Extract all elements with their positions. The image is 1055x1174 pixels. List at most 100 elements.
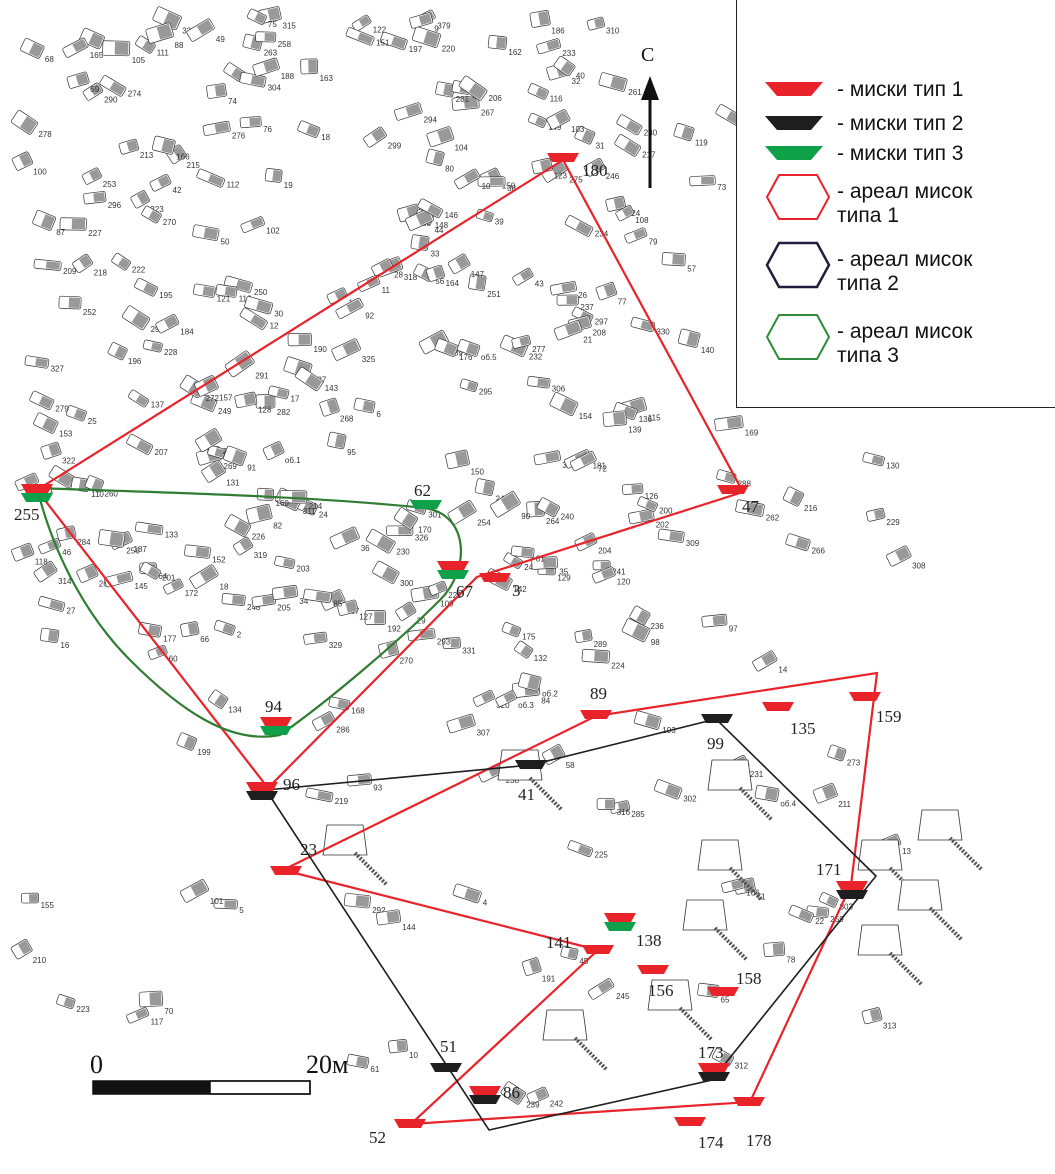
grave-outline [141,205,162,224]
grave-outline [583,158,606,177]
grave-outline [234,391,258,409]
grave-number: 225 [595,851,609,860]
kurgan-outline [917,809,963,841]
grave-number: 209 [63,267,77,276]
grave-number: 207 [155,448,169,457]
grave-outline [527,112,547,128]
grave-outline [11,542,35,562]
grave-outline [459,378,478,393]
grave-number: 78 [786,956,795,965]
grave-number: 38 [507,184,516,193]
legend-item-areal3: - ареал мисок типа 3 [763,312,972,368]
grave-number: 322 [62,457,76,466]
grave-number: 24 [319,511,328,520]
grave-number: 74 [228,97,237,106]
grave-number: 85 [333,599,342,608]
grave-number: 76 [263,125,272,134]
grave-number: об.2 [542,689,558,698]
grave-number: 132 [534,654,548,663]
find-number-label: 67 [456,582,474,601]
bowl-marker [547,153,579,162]
grave-number: об.1 [285,456,301,465]
find-number-label: 89 [590,684,607,703]
grave-outline [192,283,216,298]
grave-outline [135,521,164,536]
bowl-marker [515,760,547,769]
bowl-marker [637,965,669,974]
grave-number: 151 [376,39,390,48]
grave-number: 224 [611,661,625,670]
grave-number: 92 [365,311,374,320]
grave-number: 218 [94,269,108,278]
grave-outline [303,588,332,604]
grave-outline [366,528,396,554]
find-number-label: 86 [503,1083,520,1102]
bowl-marker [246,791,278,800]
grave-number: 148 [435,221,449,230]
grave-number: 253 [103,180,117,189]
find-number-label: 41 [518,785,535,804]
grave-outline [711,1047,734,1067]
bowl-marker [260,726,292,735]
grave-outline [560,945,579,961]
grave-outline [564,215,594,237]
grave-number: 103 [571,125,585,134]
legend-item-areal1: - ареал мисок типа 1 [763,172,972,228]
grave-number: 11 [382,286,391,295]
grave-number: 254 [477,519,491,528]
grave-number: 80 [445,164,454,173]
grave-number: 306 [552,385,566,394]
grave-number: 177 [163,634,177,643]
grave-number: 166 [176,153,190,162]
grave-number: 189 [450,349,464,358]
grave-outline [411,26,442,48]
grave-outline [500,1081,526,1105]
grave-outline [574,629,593,643]
grave-number: 290 [104,95,118,104]
grave-number: 66 [200,635,209,644]
find-number-label: 47 [742,497,760,516]
grave-number: 258 [278,40,292,49]
grave-number: 97 [729,625,738,634]
grave-outline [581,648,610,664]
grave-number: 275 [569,176,583,185]
grave-outline [295,366,324,392]
grave-outline [735,499,765,517]
scale-end-label: 20м [306,1050,349,1079]
grave-number: 200 [659,506,673,515]
grave-number: 279 [55,404,69,413]
grave-outline [407,628,436,642]
grave-number: 221 [448,591,462,600]
grave-outline [59,217,87,231]
grave-outline [311,711,336,731]
grave-number: 137 [151,401,165,410]
find-number-label: 3 [512,581,521,600]
grave-outline [102,40,131,57]
grave-number: 40 [576,72,585,81]
grave-number: 26 [578,291,587,300]
find-number-label: 52 [369,1128,386,1147]
grave-number: 172 [185,589,199,598]
grave-outline [393,507,418,530]
north-label: С [641,44,655,66]
grave-outline [574,125,596,145]
grave-outline [549,392,579,416]
grave-number: 68 [45,55,54,64]
grave-number: 251 [487,290,501,299]
grave-outline [861,1007,883,1025]
grave-number: 331 [462,647,476,656]
grave-outline [596,798,616,810]
grave-outline [818,892,839,908]
legend-item-type2: - миски тип 2 [763,112,963,136]
grave-outline [206,83,227,99]
find-number-label: 138 [636,931,662,950]
grave-outline [615,205,635,222]
grave-number: 329 [329,641,343,650]
grave-number: 301 [428,511,442,520]
bowl-marker [836,881,868,890]
grave-number: 234 [595,229,609,238]
grave-outline [417,198,443,219]
grave-number: 248 [247,603,261,612]
find-number-label: 159 [876,707,902,726]
grave-number: 269 [224,462,238,471]
